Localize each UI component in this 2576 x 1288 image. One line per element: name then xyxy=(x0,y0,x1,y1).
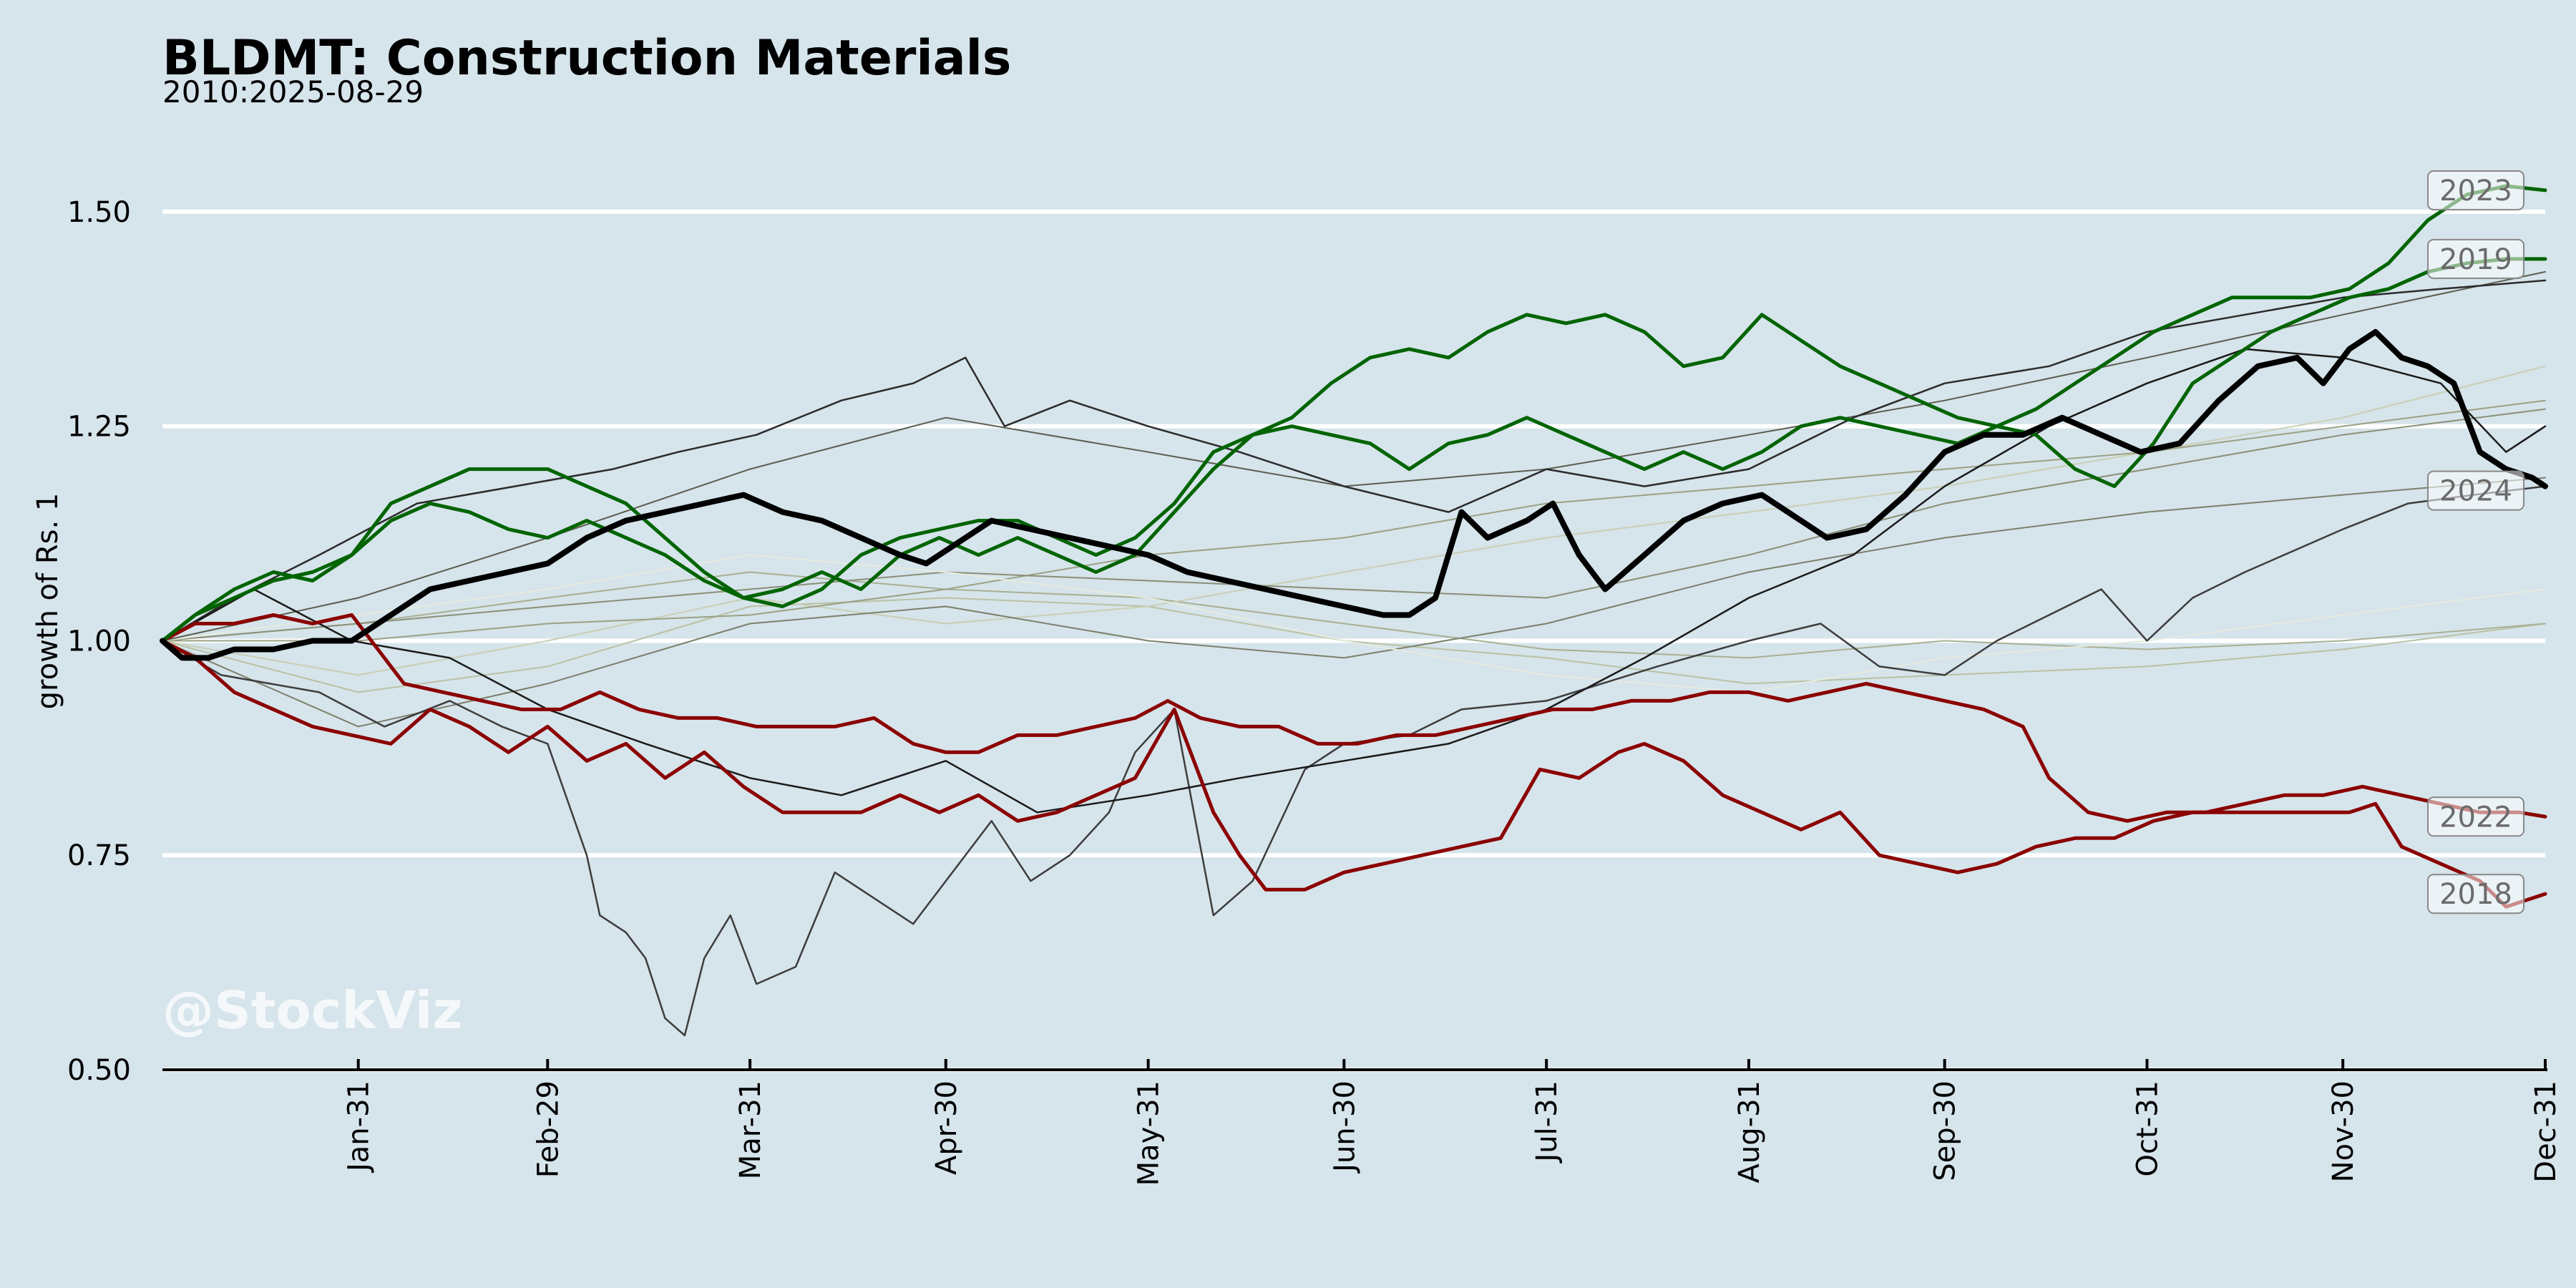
series-line-other-8 xyxy=(162,270,2546,642)
x-tick-label: Sep-30 xyxy=(1929,1080,1962,1181)
series-line-other-3 xyxy=(162,365,2546,676)
series-line-other-9 xyxy=(161,485,2547,1037)
series-line-other-1 xyxy=(162,597,2546,693)
series-line-other-5 xyxy=(162,408,2546,642)
y-tick-label: 1.25 xyxy=(67,411,131,444)
axes: 0.50 0.75 1.00 1.25 1.50 Jan-31 Feb-29 Mar-31 Ap… xyxy=(67,196,2562,1186)
x-tick-label: Mar-31 xyxy=(734,1080,767,1179)
y-tick-label: 0.75 xyxy=(67,839,131,872)
x-tick-label: Nov-30 xyxy=(2327,1080,2360,1182)
x-tick-label: Feb-29 xyxy=(532,1080,565,1178)
series-line-2018 xyxy=(160,639,2547,909)
y-axis-label: growth of Rs. 1 xyxy=(31,493,64,710)
series-group xyxy=(160,184,2548,1037)
x-tick-label: Aug-31 xyxy=(1733,1080,1766,1183)
series-line-2022 xyxy=(160,613,2547,823)
end-label-2022: 2022 xyxy=(2439,801,2512,834)
series-line-other-6 xyxy=(162,477,2546,728)
x-tick-label: Jul-31 xyxy=(1531,1080,1563,1164)
x-tick-label: Jan-31 xyxy=(343,1080,376,1174)
end-label-box xyxy=(2427,470,2524,511)
end-label-2019: 2019 xyxy=(2439,243,2512,276)
x-tick-label: May-31 xyxy=(1133,1080,1166,1186)
x-tick-label: Dec-31 xyxy=(2529,1080,2562,1183)
end-label-2018: 2018 xyxy=(2439,878,2512,911)
y-tick-label: 1.00 xyxy=(67,625,131,658)
watermark: @StockViz xyxy=(162,980,462,1040)
series-line-2023 xyxy=(160,184,2547,643)
end-label-box xyxy=(2427,796,2524,837)
chart-title: BLDMT: Construction Materials xyxy=(162,30,1011,87)
series-line-other-2 xyxy=(162,571,2546,659)
end-label-2024: 2024 xyxy=(2439,475,2512,508)
series-line-other-11 xyxy=(161,348,2547,814)
end-label-box xyxy=(2427,874,2524,914)
x-tick-label: Jun-30 xyxy=(1328,1080,1361,1174)
y-tick-label: 0.50 xyxy=(67,1054,131,1087)
chart-subtitle: 2010:2025-08-29 xyxy=(162,74,424,109)
series-line-2024 xyxy=(160,328,2548,661)
end-label-box xyxy=(2427,170,2524,210)
series-end-labels: 2023 2019 2024 2022 2018 xyxy=(2427,170,2524,914)
series-line-other-7 xyxy=(162,554,2546,693)
end-label-box xyxy=(2427,238,2524,279)
gridlines xyxy=(162,209,2545,1072)
series-line-other-10 xyxy=(161,279,2547,642)
x-tick-label: Apr-30 xyxy=(930,1080,963,1175)
x-tick-label: Oct-31 xyxy=(2131,1080,2164,1177)
y-tick-label: 1.50 xyxy=(67,196,131,229)
end-label-2023: 2023 xyxy=(2439,175,2512,208)
